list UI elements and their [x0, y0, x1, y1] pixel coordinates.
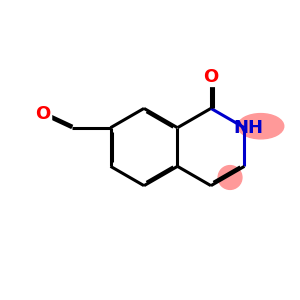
Ellipse shape	[238, 114, 284, 139]
Text: NH: NH	[233, 119, 263, 137]
Ellipse shape	[218, 166, 242, 189]
Text: O: O	[36, 105, 51, 123]
Text: O: O	[203, 68, 219, 86]
